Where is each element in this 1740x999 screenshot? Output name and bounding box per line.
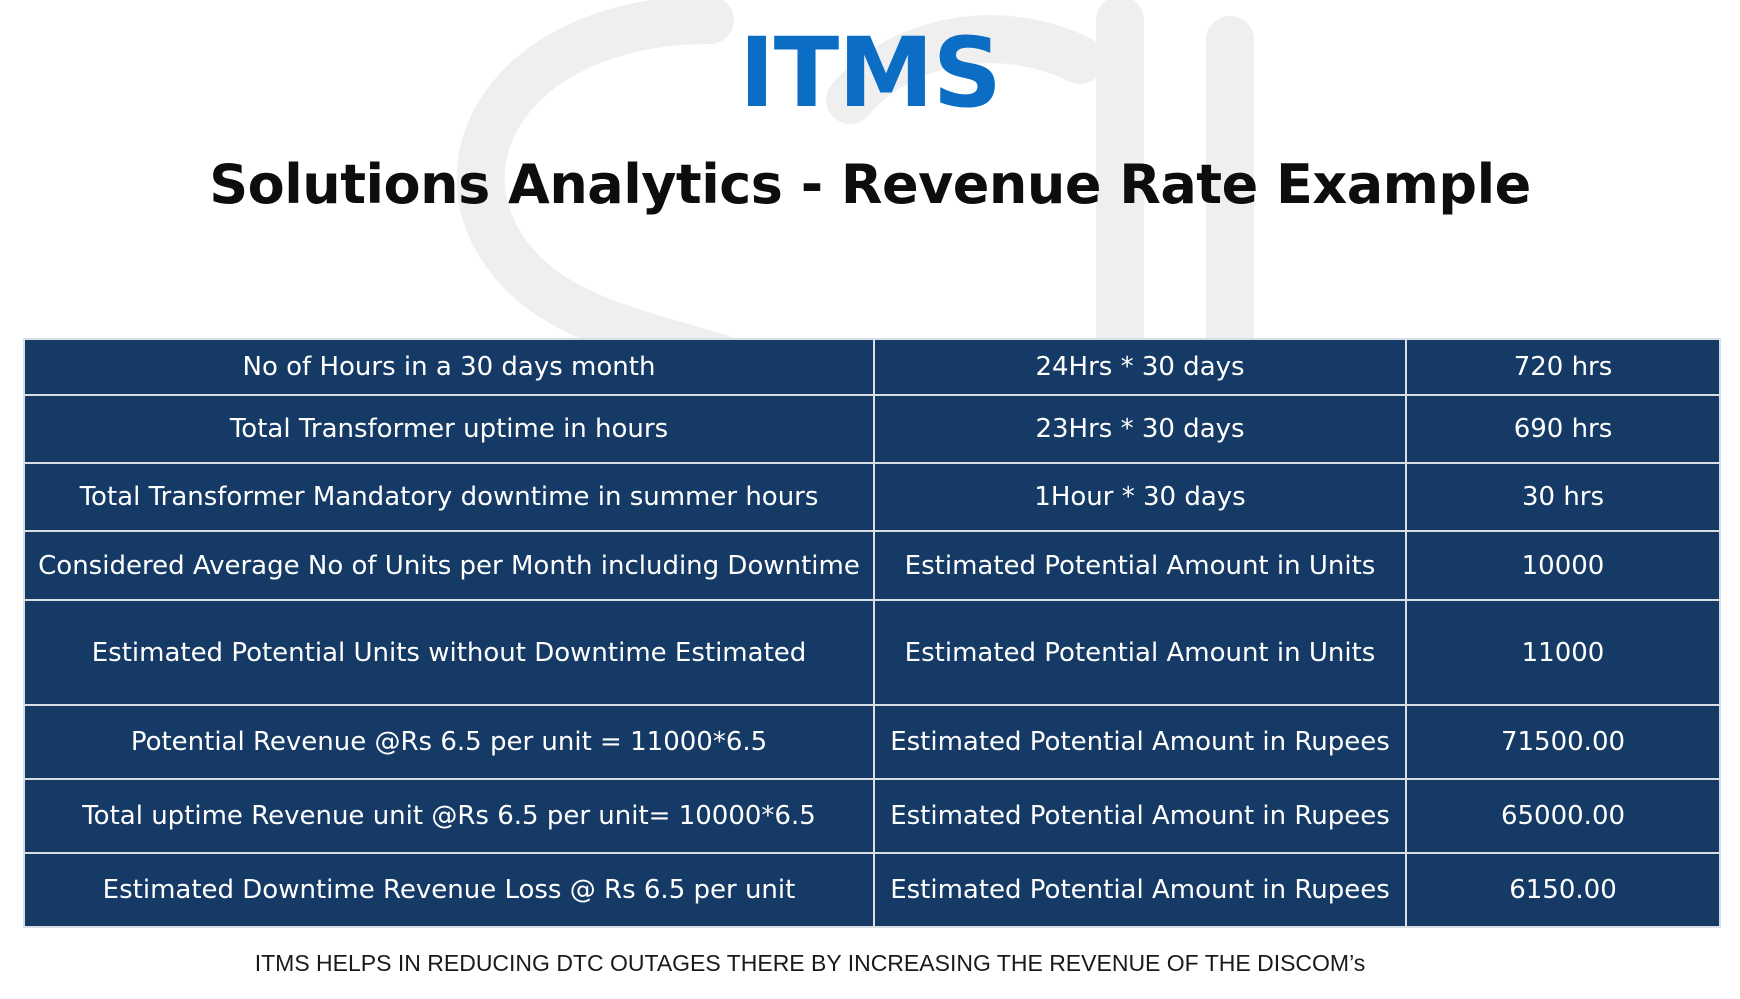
table-row: Potential Revenue @Rs 6.5 per unit = 110… bbox=[23, 704, 1721, 780]
row-formula: Estimated Potential Amount in Rupees bbox=[873, 704, 1407, 780]
row-value: 6150.00 bbox=[1405, 852, 1721, 928]
revenue-rate-table: No of Hours in a 30 days month 24Hrs * 3… bbox=[23, 338, 1721, 928]
row-value: 690 hrs bbox=[1405, 394, 1721, 464]
row-value: 720 hrs bbox=[1405, 338, 1721, 396]
table-row: Total uptime Revenue unit @Rs 6.5 per un… bbox=[23, 778, 1721, 854]
footer-note: ITMS HELPS IN REDUCING DTC OUTAGES THERE… bbox=[254, 950, 1366, 976]
row-formula: Estimated Potential Amount in Units bbox=[873, 530, 1407, 601]
row-formula: 24Hrs * 30 days bbox=[873, 338, 1407, 396]
table-row: Estimated Downtime Revenue Loss @ Rs 6.5… bbox=[23, 852, 1721, 928]
row-value: 30 hrs bbox=[1405, 462, 1721, 532]
row-description: Total Transformer uptime in hours bbox=[23, 394, 875, 464]
row-description: Estimated Potential Units without Downti… bbox=[23, 599, 875, 706]
row-formula: Estimated Potential Amount in Rupees bbox=[873, 778, 1407, 854]
row-formula: Estimated Potential Amount in Units bbox=[873, 599, 1407, 706]
row-formula: Estimated Potential Amount in Rupees bbox=[873, 852, 1407, 928]
page-subtitle: Solutions Analytics - Revenue Rate Examp… bbox=[209, 153, 1531, 216]
row-value: 11000 bbox=[1405, 599, 1721, 706]
table-row: Considered Average No of Units per Month… bbox=[23, 530, 1721, 601]
table-row: No of Hours in a 30 days month 24Hrs * 3… bbox=[23, 338, 1721, 396]
row-description: Considered Average No of Units per Month… bbox=[23, 530, 875, 601]
revenue-rate-table-container: No of Hours in a 30 days month 24Hrs * 3… bbox=[23, 338, 1721, 928]
row-value: 71500.00 bbox=[1405, 704, 1721, 780]
row-description: Total Transformer Mandatory downtime in … bbox=[23, 462, 875, 532]
table-row: Total Transformer Mandatory downtime in … bbox=[23, 462, 1721, 532]
table-row: Total Transformer uptime in hours 23Hrs … bbox=[23, 394, 1721, 464]
row-formula: 1Hour * 30 days bbox=[873, 462, 1407, 532]
row-value: 65000.00 bbox=[1405, 778, 1721, 854]
table-row: Estimated Potential Units without Downti… bbox=[23, 599, 1721, 706]
row-description: Estimated Downtime Revenue Loss @ Rs 6.5… bbox=[23, 852, 875, 928]
row-value: 10000 bbox=[1405, 530, 1721, 601]
row-description: Potential Revenue @Rs 6.5 per unit = 110… bbox=[23, 704, 875, 780]
row-formula: 23Hrs * 30 days bbox=[873, 394, 1407, 464]
page-title: ITMS bbox=[739, 17, 1002, 129]
row-description: Total uptime Revenue unit @Rs 6.5 per un… bbox=[23, 778, 875, 854]
row-description: No of Hours in a 30 days month bbox=[23, 338, 875, 396]
